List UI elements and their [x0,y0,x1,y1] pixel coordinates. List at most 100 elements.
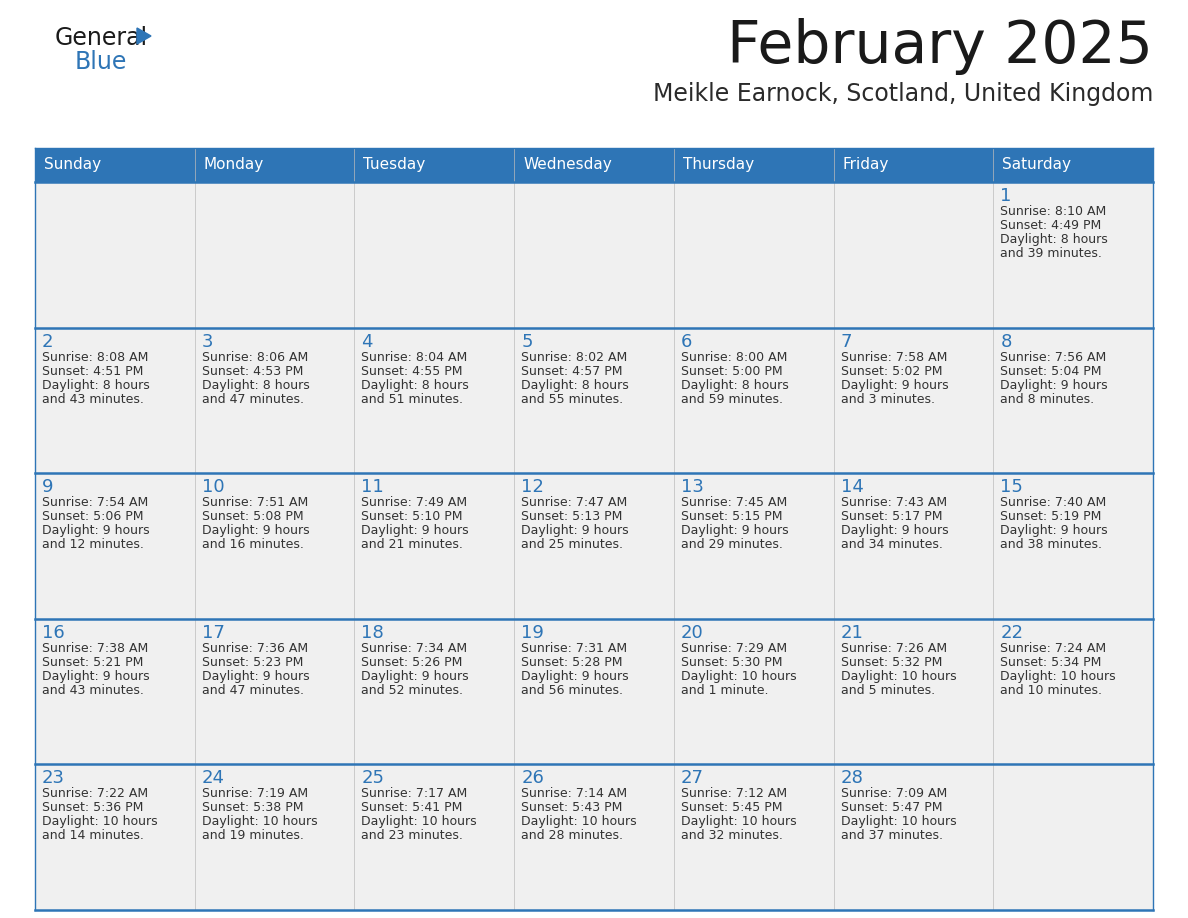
Text: Wednesday: Wednesday [523,158,612,173]
Text: Sunset: 5:45 PM: Sunset: 5:45 PM [681,801,783,814]
Text: Sunrise: 7:58 AM: Sunrise: 7:58 AM [841,351,947,364]
Bar [993,328,1154,473]
Text: Sunset: 5:21 PM: Sunset: 5:21 PM [42,655,144,669]
Text: Daylight: 10 hours: Daylight: 10 hours [1000,670,1116,683]
Text: and 39 minutes.: and 39 minutes. [1000,247,1102,260]
Text: Daylight: 9 hours: Daylight: 9 hours [42,670,150,683]
Text: Sunrise: 7:56 AM: Sunrise: 7:56 AM [1000,351,1106,364]
Text: Sunset: 5:08 PM: Sunset: 5:08 PM [202,510,303,523]
Text: Sunset: 5:15 PM: Sunset: 5:15 PM [681,510,783,523]
Text: Daylight: 10 hours: Daylight: 10 hours [681,815,796,828]
Text: Daylight: 9 hours: Daylight: 9 hours [1000,524,1108,537]
Text: Sunset: 4:51 PM: Sunset: 4:51 PM [42,364,144,377]
Bar [354,619,514,765]
Bar [514,182,674,328]
Text: Sunset: 5:02 PM: Sunset: 5:02 PM [841,364,942,377]
Text: Sunset: 4:55 PM: Sunset: 4:55 PM [361,364,463,377]
Text: Friday: Friday [842,158,889,173]
Text: 5: 5 [522,332,532,351]
Text: 17: 17 [202,624,225,642]
Text: General: General [55,26,148,50]
Text: Blue: Blue [75,50,127,74]
Text: Sunrise: 7:36 AM: Sunrise: 7:36 AM [202,642,308,655]
Bar [834,328,993,473]
Text: 16: 16 [42,624,65,642]
Polygon shape [137,28,151,44]
Text: Daylight: 8 hours: Daylight: 8 hours [42,378,150,392]
Bar [195,765,354,910]
Text: Sunset: 5:17 PM: Sunset: 5:17 PM [841,510,942,523]
Text: Daylight: 8 hours: Daylight: 8 hours [522,378,628,392]
Text: 18: 18 [361,624,384,642]
Text: Sunrise: 7:38 AM: Sunrise: 7:38 AM [42,642,148,655]
Text: Daylight: 8 hours: Daylight: 8 hours [1000,233,1108,246]
Text: February 2025: February 2025 [727,18,1154,75]
Text: Sunrise: 7:45 AM: Sunrise: 7:45 AM [681,497,788,509]
Text: and 59 minutes.: and 59 minutes. [681,393,783,406]
Text: and 5 minutes.: and 5 minutes. [841,684,935,697]
Text: Sunrise: 8:08 AM: Sunrise: 8:08 AM [42,351,148,364]
Bar [195,328,354,473]
Text: Sunrise: 7:31 AM: Sunrise: 7:31 AM [522,642,627,655]
Text: 11: 11 [361,478,384,497]
Bar [354,328,514,473]
Text: Sunset: 5:41 PM: Sunset: 5:41 PM [361,801,463,814]
Bar [195,182,354,328]
Text: and 38 minutes.: and 38 minutes. [1000,538,1102,551]
Text: Daylight: 8 hours: Daylight: 8 hours [361,378,469,392]
Text: 12: 12 [522,478,544,497]
Bar [993,473,1154,619]
Text: Sunset: 4:53 PM: Sunset: 4:53 PM [202,364,303,377]
Text: and 1 minute.: and 1 minute. [681,684,769,697]
Bar [993,182,1154,328]
Bar [993,765,1154,910]
Text: Sunset: 5:36 PM: Sunset: 5:36 PM [42,801,144,814]
Bar [195,619,354,765]
Text: and 51 minutes.: and 51 minutes. [361,393,463,406]
Bar [674,182,834,328]
Text: Sunrise: 8:06 AM: Sunrise: 8:06 AM [202,351,308,364]
Text: 20: 20 [681,624,703,642]
Text: 26: 26 [522,769,544,788]
Text: 1: 1 [1000,187,1012,205]
Bar [34,619,195,765]
Bar [354,765,514,910]
Bar [674,765,834,910]
Bar [834,148,993,182]
Text: Daylight: 9 hours: Daylight: 9 hours [42,524,150,537]
Text: Sunrise: 7:22 AM: Sunrise: 7:22 AM [42,788,148,800]
Bar [34,182,195,328]
Text: Sunset: 5:34 PM: Sunset: 5:34 PM [1000,655,1101,669]
Text: 9: 9 [42,478,53,497]
Text: and 34 minutes.: and 34 minutes. [841,538,942,551]
Text: and 25 minutes.: and 25 minutes. [522,538,624,551]
Text: Sunset: 5:06 PM: Sunset: 5:06 PM [42,510,144,523]
Text: Sunrise: 8:00 AM: Sunrise: 8:00 AM [681,351,788,364]
Text: Sunset: 5:10 PM: Sunset: 5:10 PM [361,510,463,523]
Text: 19: 19 [522,624,544,642]
Text: Sunrise: 7:24 AM: Sunrise: 7:24 AM [1000,642,1106,655]
Text: Sunset: 5:28 PM: Sunset: 5:28 PM [522,655,623,669]
Text: and 55 minutes.: and 55 minutes. [522,393,624,406]
Text: 15: 15 [1000,478,1023,497]
Bar [514,619,674,765]
Text: Daylight: 10 hours: Daylight: 10 hours [361,815,478,828]
Text: and 3 minutes.: and 3 minutes. [841,393,935,406]
Text: Sunrise: 8:02 AM: Sunrise: 8:02 AM [522,351,627,364]
Bar [674,473,834,619]
Text: Sunrise: 7:40 AM: Sunrise: 7:40 AM [1000,497,1106,509]
Text: 21: 21 [841,624,864,642]
Text: and 32 minutes.: and 32 minutes. [681,829,783,843]
Text: 7: 7 [841,332,852,351]
Text: Sunrise: 7:43 AM: Sunrise: 7:43 AM [841,497,947,509]
Bar [34,765,195,910]
Text: Daylight: 10 hours: Daylight: 10 hours [42,815,158,828]
Bar [993,148,1154,182]
Text: Daylight: 9 hours: Daylight: 9 hours [841,378,948,392]
Text: Daylight: 9 hours: Daylight: 9 hours [202,524,309,537]
Text: Daylight: 9 hours: Daylight: 9 hours [841,524,948,537]
Bar [34,473,195,619]
Bar [514,328,674,473]
Text: Sunrise: 7:12 AM: Sunrise: 7:12 AM [681,788,786,800]
Text: Thursday: Thursday [683,158,754,173]
